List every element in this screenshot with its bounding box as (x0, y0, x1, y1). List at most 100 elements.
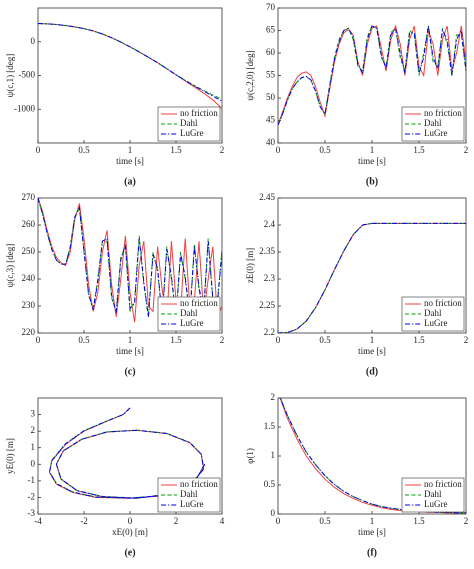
y-tick-label: 2.4 (264, 219, 276, 229)
legend-label: Dahl (180, 489, 198, 499)
y-tick-label: 40 (266, 137, 276, 147)
y-tick-label: -2 (28, 491, 36, 501)
y-axis-label: yE(0) [m] (5, 438, 15, 474)
y-tick-label: 50 (266, 92, 276, 102)
x-tick-label: 1 (370, 145, 375, 155)
y-tick-label: -500 (19, 70, 36, 80)
panel: 0 0.5 1 1.5 2 -1000 -500 0 time [s] ψ(c,1) [deg] (… (5, 7, 225, 187)
y-tick-label: 1 (271, 450, 276, 460)
plot-area (278, 24, 466, 126)
x-tick-label: -4 (34, 516, 42, 526)
y-axis-label: ψ(c,2,0) [deg] (245, 50, 255, 100)
y-tick-label: 2.35 (259, 246, 275, 256)
y-tick-label: 2.3 (264, 273, 276, 283)
panel-label: (e) (124, 547, 135, 558)
y-tick-label: 2.45 (259, 192, 275, 202)
legend-label: LuGre (424, 318, 448, 328)
y-tick-label: -1000 (14, 103, 35, 113)
panel-label: (b) (366, 176, 378, 187)
legend-label: no friction (180, 108, 218, 118)
x-tick-label: 0.5 (78, 145, 90, 155)
legend-label: Dahl (424, 118, 442, 128)
x-tick-label: 2 (220, 145, 225, 155)
series-line (278, 222, 466, 333)
panel: 0 0.5 1 1.5 2 0 0.5 1 1.5 2 time [s] φ(1) (f) no fric… (245, 392, 468, 558)
y-tick-label: 0.5 (264, 479, 276, 489)
x-tick-label: 0.5 (319, 516, 331, 526)
y-tick-label: 2.25 (259, 300, 275, 310)
y-tick-label: 0 (271, 508, 276, 518)
x-tick-label: 4 (220, 516, 225, 526)
x-tick-label: 1.5 (413, 516, 425, 526)
series-line (38, 198, 222, 319)
x-axis-label: time [s] (116, 156, 144, 166)
legend-label: no friction (180, 298, 218, 308)
x-tick-label: 2 (464, 516, 469, 526)
x-axis-label: time [s] (358, 346, 386, 356)
plot-area (38, 23, 222, 109)
y-axis-label: zE(0) [m] (245, 248, 255, 283)
legend-label: LuGre (180, 318, 204, 328)
x-tick-label: 2 (174, 516, 179, 526)
legend-label: LuGre (424, 499, 448, 509)
x-tick-label: 1 (370, 335, 375, 345)
y-axis-label: ψ(c,3) [deg] (5, 244, 15, 288)
legend-label: no friction (424, 479, 462, 489)
legend-label: no friction (424, 108, 462, 118)
y-axis-label: ψ(c,1) [deg] (5, 54, 15, 98)
legend-label: no friction (424, 298, 462, 308)
legend-label: no friction (180, 479, 218, 489)
y-tick-label: 70 (266, 2, 276, 12)
legend-label: Dahl (424, 489, 442, 499)
x-tick-label: 1.5 (170, 335, 182, 345)
y-tick-label: 45 (266, 115, 276, 125)
legend-label: Dahl (180, 308, 198, 318)
x-axis-label: time [s] (116, 346, 144, 356)
x-tick-label: 2 (464, 335, 469, 345)
legend-label: Dahl (180, 118, 198, 128)
y-tick-label: 1 (31, 442, 36, 452)
panel-label: (f) (367, 547, 377, 558)
x-tick-label: 0.5 (78, 335, 90, 345)
panel: 0 0.5 1 1.5 2 40 45 50 55 60 65 70 time [s] ψ(c,2,0) … (245, 2, 468, 187)
panel: 0 0.5 1 1.5 2 220 230 240 250 260 270 time [s] ψ(c,3… (5, 192, 224, 377)
y-tick-label: 240 (22, 273, 36, 283)
panel: -4 -2 0 2 4 -3 -2 -1 0 1 2 3 xE(0) [m] yE(0) [m] (e) no… (5, 397, 225, 558)
y-tick-label: 230 (22, 300, 36, 310)
y-tick-label: 0 (31, 36, 36, 46)
plot-area (48, 407, 206, 499)
y-tick-label: 2.2 (264, 327, 275, 337)
x-tick-label: 0.5 (319, 145, 331, 155)
legend-label: LuGre (424, 128, 448, 138)
y-tick-label: 3 (31, 409, 36, 419)
x-tick-label: 0.5 (319, 335, 331, 345)
x-tick-label: 1 (370, 516, 375, 526)
series-line (48, 407, 206, 499)
x-tick-label: 0 (276, 335, 281, 345)
y-tick-label: 2 (31, 425, 36, 435)
y-axis-label: φ(1) (245, 448, 255, 464)
x-tick-label: 0 (276, 516, 281, 526)
x-axis-label: time [s] (358, 156, 386, 166)
y-tick-label: 220 (22, 327, 36, 337)
x-tick-label: 2 (464, 145, 469, 155)
y-tick-label: -3 (28, 508, 36, 518)
panel-label: (a) (124, 176, 136, 187)
x-tick-label: 1.5 (170, 145, 182, 155)
legend-label: LuGre (180, 499, 204, 509)
y-tick-label: 65 (266, 25, 276, 35)
y-tick-label: 1.5 (264, 421, 276, 431)
series-line (278, 25, 466, 126)
x-tick-label: 1.5 (413, 335, 425, 345)
x-axis-label: xE(0) [m] (112, 527, 148, 537)
x-tick-label: -2 (80, 516, 88, 526)
x-tick-label: 2 (220, 335, 225, 345)
x-tick-label: 0 (36, 335, 41, 345)
